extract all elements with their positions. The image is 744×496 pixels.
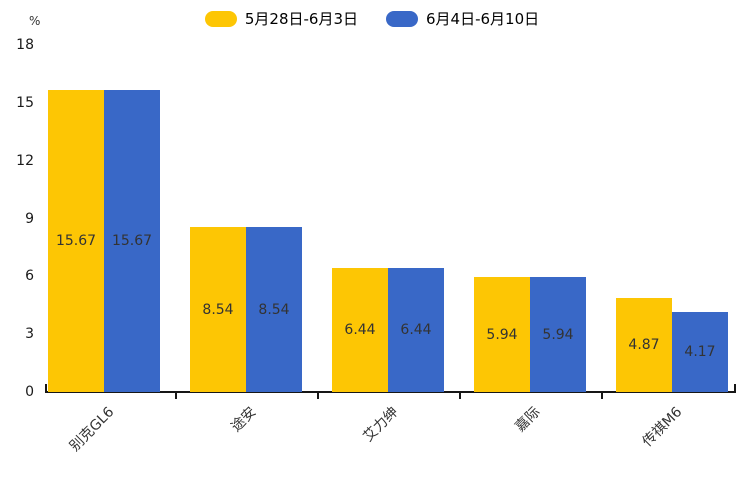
x-axis-tick: [601, 392, 603, 399]
bar-value-label: 5.94: [542, 326, 574, 343]
x-axis-end-tick: [734, 384, 736, 392]
y-axis-tick-label: 9: [25, 210, 34, 227]
bar-week1: 6.44: [332, 268, 388, 392]
y-axis-tick-label: 15: [16, 94, 34, 111]
bar-value-label: 8.54: [202, 301, 234, 318]
x-axis-end-tick: [45, 384, 47, 392]
y-axis-tick-label: 0: [25, 384, 34, 400]
bar-week1: 5.94: [474, 277, 530, 392]
legend-item-week1[interactable]: 5月28日-6月3日: [204, 8, 358, 29]
x-axis-category-label: 途安: [228, 404, 260, 436]
bar-week2: 5.94: [530, 277, 586, 392]
y-axis-tick-label: 3: [25, 326, 34, 343]
legend-label-week1: 5月28日-6月3日: [244, 10, 358, 28]
bar-value-label: 5.94: [486, 326, 518, 343]
bar-week2: 8.54: [246, 227, 302, 392]
y-axis-tick-label: 12: [16, 152, 34, 169]
x-axis-category-label: 别克GL6: [66, 404, 118, 455]
bar-week2: 6.44: [388, 268, 444, 392]
bar-value-label: 15.67: [111, 233, 153, 249]
y-axis-unit-label: %: [29, 14, 41, 28]
bar-week2: 4.17: [672, 312, 728, 392]
legend-item-week2[interactable]: 6月4日-6月10日: [386, 8, 539, 29]
bar-week2: 15.67: [104, 90, 160, 392]
x-axis-category-label: 传祺M6: [639, 404, 686, 451]
bar-value-label: 6.44: [400, 322, 432, 338]
bar-week1: 15.67: [48, 90, 104, 392]
bar-value-label: 15.67: [55, 233, 97, 249]
x-axis-tick: [317, 392, 319, 399]
legend-swatch-week2-icon: [386, 10, 418, 27]
bar-value-label: 4.87: [628, 337, 660, 353]
bar-value-label: 8.54: [258, 301, 290, 318]
legend-swatch-week1-icon: [204, 10, 237, 27]
bar-value-label: 4.17: [684, 344, 716, 360]
x-axis-tick: [459, 392, 461, 399]
bar-value-label: 6.44: [344, 322, 376, 338]
y-axis-tick-label: 18: [16, 37, 34, 53]
chart-legend: 5月28日-6月3日 6月4日-6月10日: [0, 8, 744, 29]
bar-week1: 8.54: [190, 227, 246, 392]
x-axis-line: [45, 391, 736, 393]
x-axis-category-label: 嘉际: [512, 404, 544, 436]
x-axis-category-label: 艾力绅: [360, 404, 402, 446]
legend-label-week2: 6月4日-6月10日: [426, 10, 540, 28]
bar-week1: 4.87: [616, 298, 672, 392]
x-axis-tick: [175, 392, 177, 399]
y-axis-tick-label: 6: [25, 268, 34, 285]
